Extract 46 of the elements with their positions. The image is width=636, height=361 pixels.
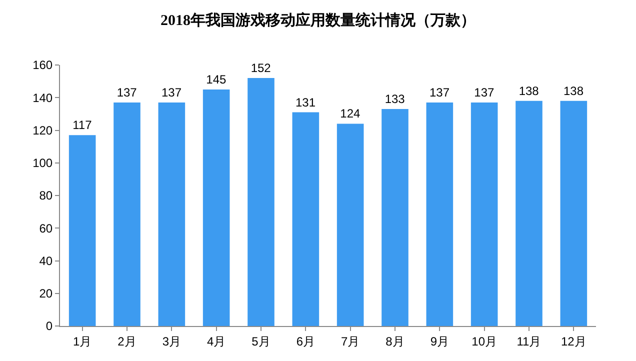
chart-title: 2018年我国游戏移动应用数量统计情况（万款） bbox=[160, 10, 476, 29]
data-label: 137 bbox=[161, 86, 182, 100]
bar bbox=[114, 102, 140, 326]
bar bbox=[248, 78, 274, 326]
x-tick-label: 7月 bbox=[340, 334, 360, 348]
data-label: 138 bbox=[518, 84, 540, 98]
y-tick-label: 120 bbox=[32, 123, 53, 138]
x-tick-label: 2月 bbox=[118, 334, 136, 348]
bar bbox=[336, 124, 364, 326]
x-tick-label: 1月 bbox=[72, 334, 92, 348]
data-label: 138 bbox=[563, 84, 584, 98]
y-tick-label: 80 bbox=[39, 188, 53, 203]
data-label: 131 bbox=[295, 95, 316, 110]
x-tick-label: 11月 bbox=[516, 334, 542, 348]
x-tick-label: 6月 bbox=[296, 334, 316, 348]
x-tick-label: 4月 bbox=[206, 334, 226, 348]
y-tick-label: 0 bbox=[46, 319, 53, 334]
data-label: 152 bbox=[250, 61, 272, 76]
data-label: 137 bbox=[116, 86, 138, 100]
y-tick-label: 20 bbox=[39, 286, 53, 301]
bar bbox=[68, 135, 96, 326]
bar bbox=[516, 100, 542, 326]
y-tick-label: 160 bbox=[32, 58, 53, 72]
x-tick-label: 5月 bbox=[252, 334, 270, 348]
x-tick-label: 8月 bbox=[386, 334, 404, 348]
x-tick-label: 9月 bbox=[430, 334, 450, 348]
y-tick-label: 60 bbox=[39, 221, 53, 236]
bar bbox=[158, 102, 186, 326]
data-label: 137 bbox=[429, 86, 450, 100]
bar bbox=[426, 102, 454, 326]
y-tick-label: 140 bbox=[32, 90, 53, 105]
data-label: 124 bbox=[340, 106, 361, 121]
y-tick-label: 100 bbox=[32, 156, 53, 170]
data-label: 137 bbox=[474, 86, 495, 100]
x-tick-label: 10月 bbox=[472, 334, 498, 348]
x-tick-label: 12月 bbox=[560, 334, 586, 348]
bar bbox=[292, 112, 320, 326]
data-label: 117 bbox=[72, 118, 92, 132]
y-tick-label: 40 bbox=[39, 254, 53, 268]
bar bbox=[382, 109, 408, 326]
x-tick-label: 3月 bbox=[162, 334, 182, 348]
data-label: 133 bbox=[384, 92, 406, 106]
bar bbox=[202, 89, 230, 326]
bar bbox=[560, 100, 588, 326]
bar bbox=[470, 102, 498, 326]
data-label: 145 bbox=[206, 72, 227, 86]
